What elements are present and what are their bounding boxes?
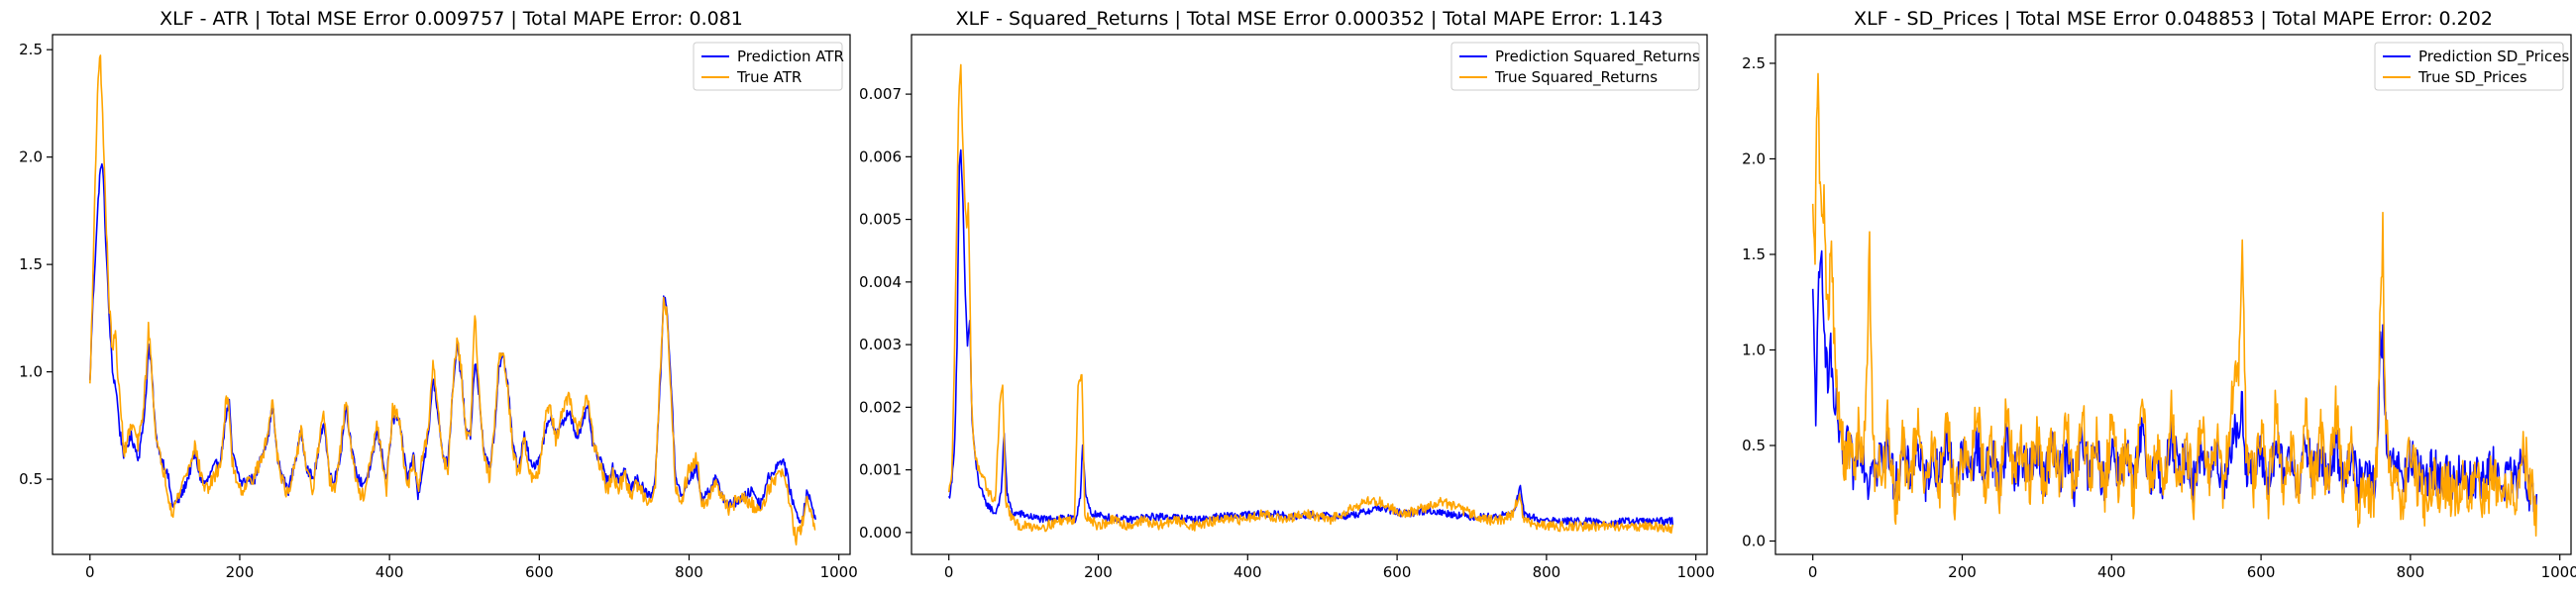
x-tick-label: 1000	[820, 563, 858, 581]
x-tick-label: 0	[944, 563, 954, 581]
legend: Prediction Squared_Returns True Squared_R…	[1450, 42, 1700, 91]
chart-title: XLF - Squared_Returns | Total MSE Error …	[956, 8, 1664, 30]
x-tick-label: 800	[2397, 563, 2425, 581]
y-tick-label: 0.001	[859, 461, 902, 479]
series-line-true-sd-prices	[1811, 72, 2538, 537]
y-tick-label: 2.0	[1742, 149, 1766, 167]
x-tick-label: 600	[1383, 563, 1412, 581]
legend-box	[1450, 42, 1700, 91]
legend: Prediction SD_Prices True SD_Prices	[2374, 42, 2569, 91]
x-tick-label: 200	[1084, 563, 1113, 581]
x-tick-label: 1000	[2541, 563, 2576, 581]
y-tick-label: 1.0	[19, 363, 43, 381]
legend-box	[693, 42, 843, 91]
legend-box	[2374, 42, 2564, 91]
x-tick-label: 600	[2247, 563, 2276, 581]
x-tick-label: 600	[525, 563, 554, 581]
x-tick-label: 200	[226, 563, 255, 581]
x-tick-label: 800	[1533, 563, 1561, 581]
y-tick-label: 0.005	[859, 211, 902, 229]
y-tick-label: 0.004	[859, 273, 902, 291]
chart-panel-1: XLF - ATR | Total MSE Error 0.009757 | T…	[19, 8, 858, 581]
y-tick-label: 2.0	[19, 148, 43, 166]
axes-frame	[52, 34, 851, 555]
chart-panel-3: XLF - SD_Prices | Total MSE Error 0.0488…	[1742, 8, 2576, 581]
legend-label: True Squared_Returns	[1494, 68, 1658, 87]
y-tick-label: 1.0	[1742, 341, 1766, 358]
x-tick-label: 0	[1808, 563, 1818, 581]
axes-frame	[911, 34, 1708, 555]
legend-label: True SD_Prices	[2417, 68, 2527, 87]
legend: Prediction ATR True ATR	[693, 42, 844, 91]
y-tick-label: 1.5	[19, 255, 43, 273]
series-line-true-squared-returns	[947, 63, 1674, 535]
chart-panel-2: XLF - Squared_Returns | Total MSE Error …	[859, 8, 1715, 581]
x-tick-label: 400	[376, 563, 404, 581]
legend-label: True ATR	[736, 68, 802, 86]
legend-label: Prediction Squared_Returns	[1495, 48, 1700, 66]
legend-label: Prediction SD_Prices	[2418, 48, 2569, 66]
y-tick-label: 2.5	[1742, 54, 1766, 72]
x-tick-label: 1000	[1677, 563, 1715, 581]
x-tick-label: 400	[1234, 563, 1262, 581]
y-tick-label: 0.007	[859, 85, 902, 103]
y-tick-label: 0.000	[859, 524, 902, 542]
y-tick-label: 0.5	[1742, 437, 1766, 454]
x-tick-label: 200	[1948, 563, 1977, 581]
axes-frame	[1774, 34, 2572, 555]
x-tick-label: 800	[675, 563, 703, 581]
chart-title: XLF - SD_Prices | Total MSE Error 0.0488…	[1854, 8, 2493, 30]
legend-label: Prediction ATR	[737, 48, 844, 65]
y-tick-label: 1.5	[1742, 246, 1766, 263]
y-tick-label: 0.0	[1742, 532, 1766, 549]
x-tick-label: 400	[2097, 563, 2126, 581]
y-tick-label: 0.5	[19, 470, 43, 488]
series-line-true-atr	[89, 54, 816, 545]
chart-title: XLF - ATR | Total MSE Error 0.009757 | T…	[160, 8, 743, 30]
y-tick-label: 0.003	[859, 336, 902, 353]
y-tick-label: 0.006	[859, 148, 902, 165]
y-tick-label: 0.002	[859, 398, 902, 416]
y-tick-label: 2.5	[19, 41, 43, 58]
x-tick-label: 0	[85, 563, 95, 581]
